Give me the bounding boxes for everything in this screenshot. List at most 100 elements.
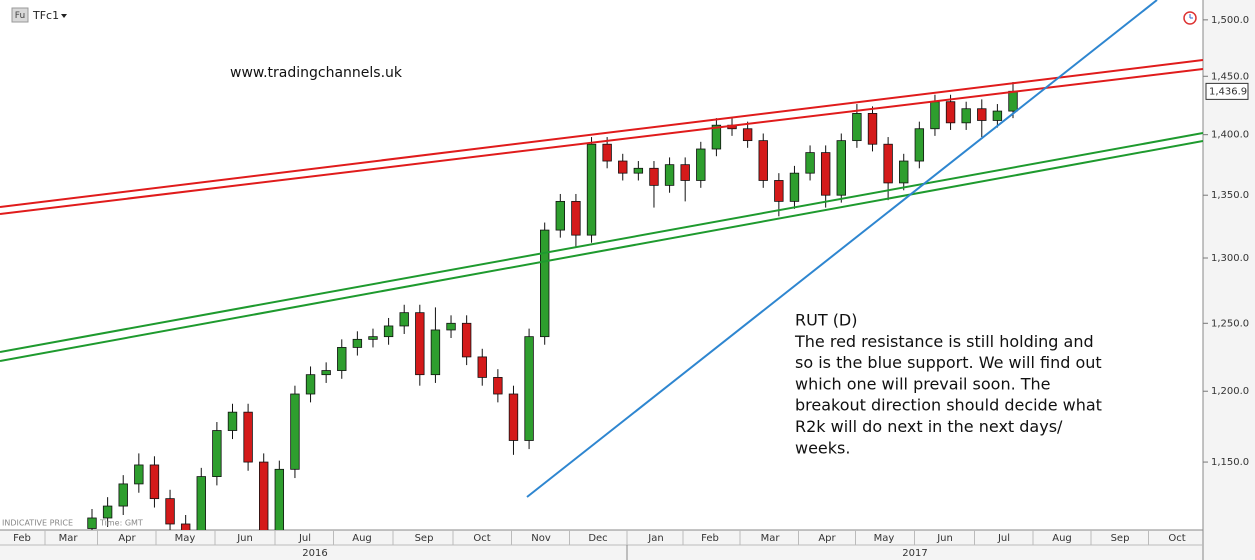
y-tick-label: 1,150.0: [1211, 457, 1249, 468]
x-tick-label: May: [175, 533, 196, 544]
candle-body: [399, 312, 409, 327]
x-tick-label: Mar: [761, 533, 781, 544]
annotation-line: breakout direction should decide what: [795, 396, 1102, 415]
candle-body: [680, 164, 690, 181]
y-tick-label: 1,450.0: [1211, 71, 1249, 82]
candle-body: [774, 180, 784, 202]
candles: [87, 82, 1018, 530]
annotation-line: The red resistance is still holding and: [794, 332, 1094, 351]
annotation-line: RUT (D): [795, 311, 858, 330]
last-price-label: 1,436.9: [1209, 86, 1247, 97]
candle-body: [165, 498, 175, 525]
candle-body: [618, 160, 628, 174]
candle-body: [540, 229, 550, 338]
candle-body: [961, 108, 971, 124]
candle-body: [633, 167, 644, 174]
y-tick-label: 1,250.0: [1211, 318, 1249, 329]
channel-line: [0, 140, 1203, 362]
x-tick-label: Aug: [1052, 533, 1072, 544]
candle-body: [696, 148, 706, 181]
feed-badge-box: [11, 7, 29, 23]
candle-body: [867, 113, 878, 145]
candle-body: [602, 143, 612, 162]
symbol[interactable]: TFc1: [32, 9, 59, 22]
candle-body: [805, 152, 815, 174]
candle-body: [259, 461, 269, 530]
year-label: 2016: [302, 548, 327, 559]
x-tick-label: Nov: [531, 533, 551, 544]
x-tick-label: Feb: [701, 533, 719, 544]
candle-body: [664, 164, 675, 186]
support-line: [526, 0, 1158, 498]
y-tick-label: 1,300.0: [1211, 253, 1249, 264]
candle-body: [87, 517, 97, 529]
candle-body: [977, 108, 987, 121]
candle-body: [290, 393, 300, 470]
candle-body: [945, 101, 956, 124]
candle-body: [415, 312, 425, 376]
candle-body: [914, 128, 925, 162]
candle-body: [352, 338, 363, 348]
symbol-dropdown[interactable]: [61, 14, 67, 18]
candle-body: [430, 329, 441, 376]
trend-lines: [0, 0, 1203, 498]
candle-body: [836, 140, 846, 196]
x-tick-label: Aug: [352, 533, 372, 544]
candle-body: [1008, 90, 1018, 112]
candle-body: [212, 430, 222, 477]
x-tick-label: Jun: [936, 533, 953, 544]
x-tick-label: Feb: [13, 533, 31, 544]
candle-body: [243, 411, 253, 463]
candle-body: [368, 336, 378, 340]
x-tick-label: May: [874, 533, 895, 544]
candle-body: [508, 393, 519, 441]
x-tick-label: Mar: [59, 533, 79, 544]
candle-body: [852, 113, 862, 142]
y-tick-label: 1,350.0: [1211, 190, 1249, 201]
x-tick-label: Sep: [1111, 533, 1130, 544]
candle-body: [883, 143, 893, 184]
clock-icon[interactable]: [1183, 11, 1197, 25]
candle-body: [930, 101, 940, 130]
candle-body: [134, 464, 144, 485]
feed-badge: Fu: [15, 11, 25, 21]
year-label: 2017: [902, 548, 927, 559]
y-tick-label: 1,500.0: [1211, 15, 1249, 26]
candle-body: [555, 200, 565, 231]
annotation-line: weeks.: [795, 438, 850, 457]
candle-body: [992, 110, 1003, 121]
x-tick-label: Jun: [236, 533, 253, 544]
x-tick-label: Oct: [1168, 533, 1185, 544]
channel-line: [0, 132, 1203, 353]
candle-body: [383, 325, 394, 338]
candle-body: [493, 377, 503, 395]
candle-body: [227, 411, 238, 431]
candle-body: [571, 200, 581, 236]
x-tick-label: Dec: [588, 533, 607, 544]
y-tick-label: 1,400.0: [1211, 130, 1249, 141]
plot-area: [0, 0, 1203, 530]
watermark: www.tradingchannels.uk: [230, 65, 403, 81]
candle-body: [118, 483, 128, 507]
candle-body: [586, 143, 597, 236]
candle-body: [196, 476, 206, 530]
annotation-line: so is the blue support. We will find out: [795, 353, 1102, 372]
x-tick-label: Jul: [298, 533, 311, 544]
candle-body: [649, 167, 659, 186]
candle-body: [180, 523, 191, 530]
candle-body: [758, 140, 768, 181]
candle-body: [711, 124, 722, 150]
y-tick-label: 1,200.0: [1211, 386, 1249, 397]
candle-body: [461, 322, 472, 358]
resistance-line: [0, 68, 1203, 215]
annotation-line: which one will prevail soon. The: [795, 374, 1051, 393]
indicative-price: INDICATIVE PRICE: [2, 519, 73, 528]
resistance-line: [0, 59, 1203, 208]
candle-body: [477, 356, 487, 378]
annotation-line: R2k will do next in the next days/: [795, 417, 1063, 436]
x-tick-label: Jan: [647, 533, 663, 544]
candle-body: [321, 370, 331, 376]
time-zone: Time: GMT: [99, 519, 143, 528]
last-price-box: [1205, 82, 1249, 100]
